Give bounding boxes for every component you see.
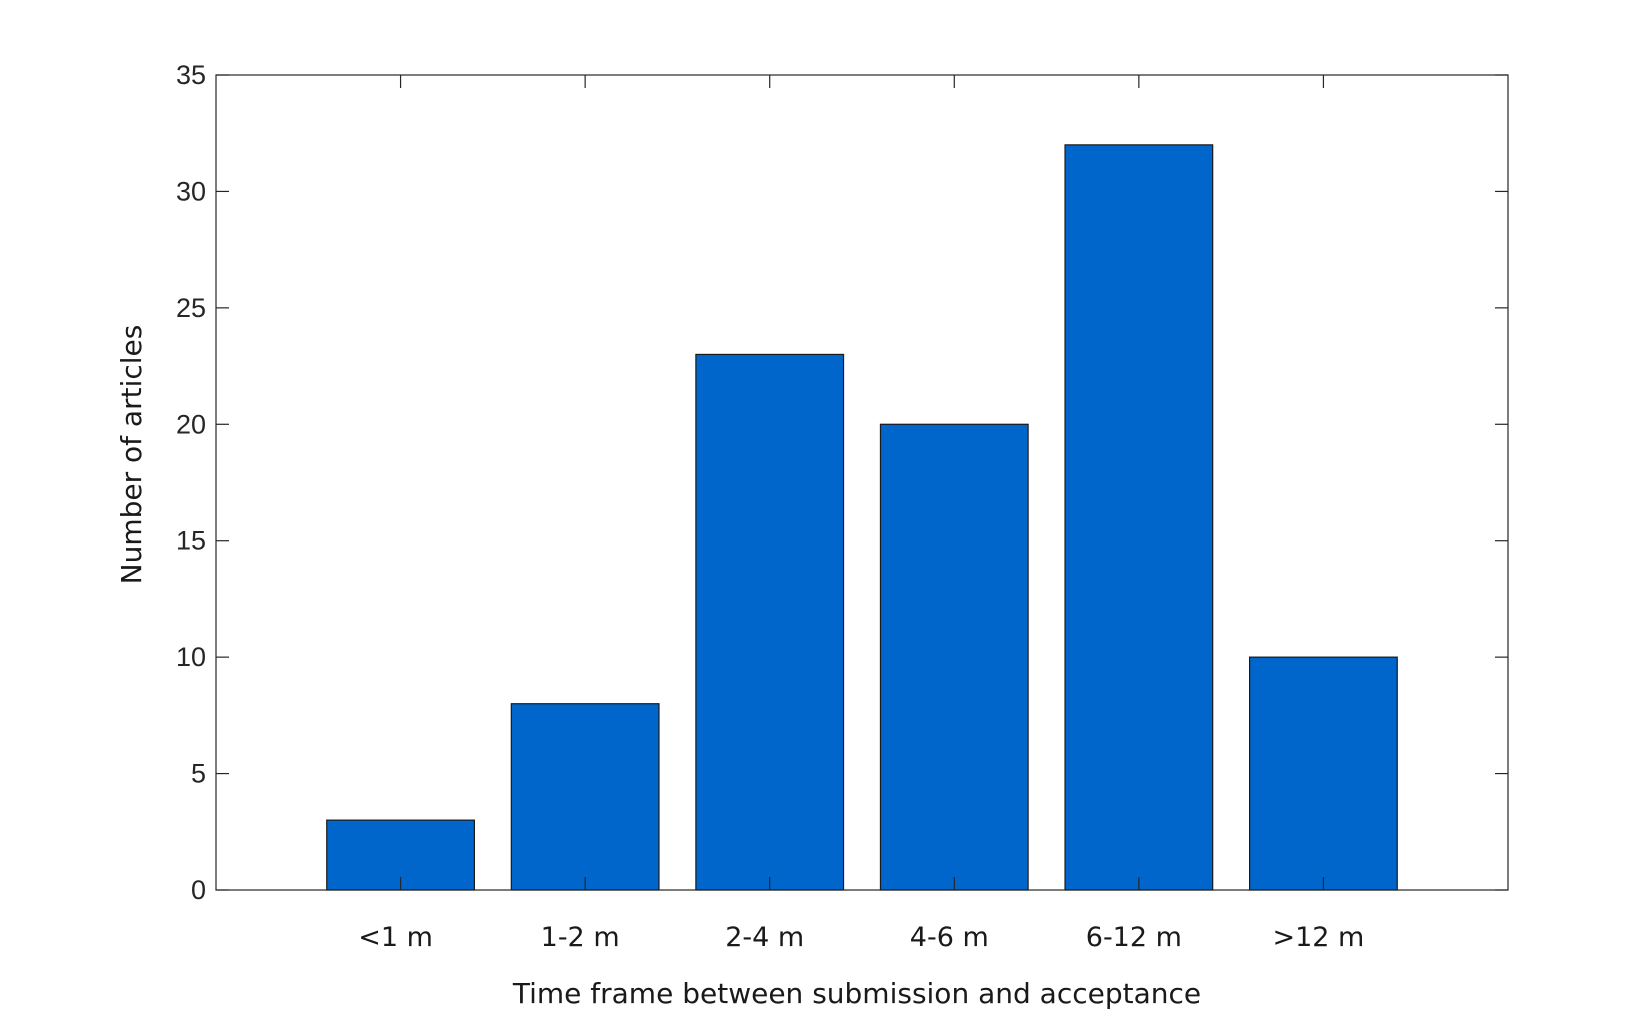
bar-3 <box>879 423 1029 891</box>
axes-box <box>215 74 1509 891</box>
x-tick-label-5: >12 m <box>1272 922 1364 953</box>
bar-5 <box>1248 656 1398 891</box>
x-tick-label-0: <1 m <box>358 922 433 953</box>
bar-1 <box>510 703 660 891</box>
x-tick-label-3: 4-6 m <box>910 922 989 953</box>
x-tick-label-1: 1-2 m <box>541 922 620 953</box>
axes-group <box>215 74 1509 891</box>
y-tick-label-0: 0 <box>191 875 206 905</box>
y-tick-label-5: 25 <box>176 293 206 323</box>
y-tick-label-2: 10 <box>176 642 206 672</box>
x-tick-label-2: 2-4 m <box>725 922 804 953</box>
bar-4 <box>1064 144 1214 891</box>
y-axis-label: Number of articles <box>115 325 148 585</box>
y-tick-label-3: 15 <box>176 526 206 556</box>
y-tick-label-6: 30 <box>176 176 206 206</box>
y-tick-label-7: 35 <box>176 60 206 90</box>
labels-group: 0 5 10 15 20 25 30 35 <1 m 1-2 m 2-4 m 4-6 m 6-12 m >… <box>115 60 1364 1010</box>
x-axis-label: Time frame between submission and accept… <box>512 977 1201 1010</box>
y-tick-label-1: 5 <box>191 759 206 789</box>
y-tick-label-4: 20 <box>176 409 206 439</box>
x-tick-label-4: 6-12 m <box>1086 922 1182 953</box>
bars-group <box>326 144 1398 891</box>
bar-2 <box>695 353 845 891</box>
